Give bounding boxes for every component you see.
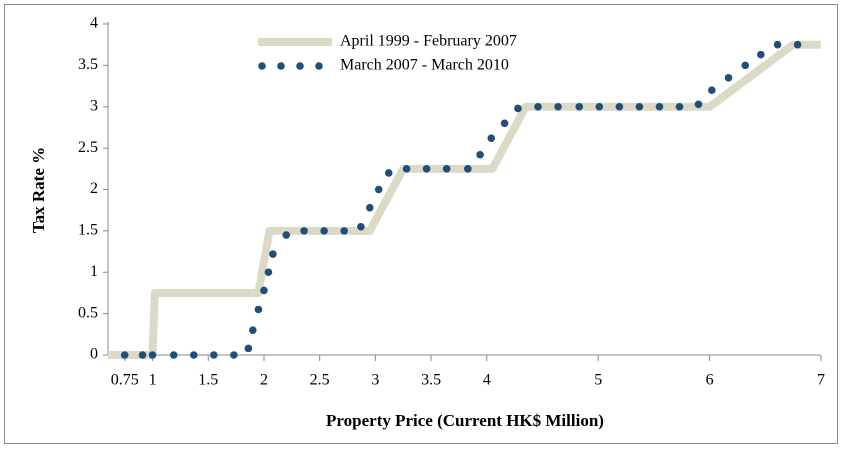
y-tick-label: 0.5 <box>78 304 98 321</box>
series-dot <box>169 351 178 359</box>
series-dot <box>708 86 716 94</box>
series-dot <box>675 102 684 111</box>
series-dot <box>402 165 411 173</box>
legend-swatch <box>258 62 266 70</box>
series-dot <box>374 185 383 194</box>
series-dot <box>575 102 584 111</box>
x-tick-label: 1 <box>149 372 157 389</box>
series-dot <box>635 102 644 111</box>
x-tick-label: 3.5 <box>421 372 441 389</box>
x-tick-label: 5 <box>594 372 602 389</box>
series-dot <box>269 250 277 258</box>
series-dot <box>464 165 472 173</box>
series-dot <box>757 50 765 59</box>
y-tick-label: 0 <box>90 346 98 363</box>
series-dot <box>282 231 291 239</box>
series-dot <box>487 134 496 142</box>
series-dot <box>384 169 393 177</box>
y-tick-label: 3 <box>90 97 98 114</box>
series-dot <box>249 326 257 334</box>
y-tick-label: 3.5 <box>78 56 98 73</box>
series-dot <box>300 227 308 235</box>
y-tick-label: 1.5 <box>78 222 98 239</box>
x-tick-label: 0.75 <box>111 372 139 389</box>
series-dot <box>210 351 218 359</box>
series-dot <box>655 102 664 111</box>
series-dot <box>741 61 750 70</box>
x-tick-label: 2 <box>260 372 268 389</box>
legend-swatch <box>277 62 285 70</box>
series-dot <box>230 351 238 359</box>
series-dot <box>422 165 431 173</box>
legend-label: March 2007 - March 2010 <box>340 57 509 74</box>
series-dot <box>615 102 624 111</box>
series-dot <box>340 227 348 235</box>
x-tick-label: 1.5 <box>198 372 218 389</box>
series-dot <box>554 102 562 111</box>
series-dot <box>773 40 782 49</box>
legend-swatch <box>296 62 304 70</box>
x-tick-label: 6 <box>706 372 714 389</box>
series-dot <box>264 268 273 277</box>
series-dot <box>260 286 268 295</box>
series-dot <box>120 351 129 359</box>
series-dot <box>514 104 522 113</box>
y-tick-label: 4 <box>90 15 98 32</box>
series-dot <box>476 150 484 159</box>
y-axis-title: Tax Rate % <box>29 147 48 233</box>
series-dot <box>442 165 451 173</box>
legend-label: April 1999 - February 2007 <box>340 33 517 50</box>
series-line <box>108 40 821 359</box>
series-dot <box>793 40 802 49</box>
series-dot <box>595 102 604 111</box>
series-dot <box>724 73 733 82</box>
series-dot <box>694 100 703 109</box>
series-dot <box>244 344 253 353</box>
y-tick-label: 2 <box>90 180 98 197</box>
x-tick-label: 3 <box>371 372 379 389</box>
x-axis-title: Property Price (Current HK$ Million) <box>326 411 604 430</box>
series-dot <box>500 119 509 128</box>
series-dot <box>320 227 328 235</box>
series-dot <box>534 102 542 111</box>
series-dot <box>254 305 263 314</box>
x-tick-label: 7 <box>817 372 825 389</box>
series-dot <box>366 203 374 212</box>
legend-swatch <box>315 62 323 70</box>
y-tick-label: 1 <box>90 263 98 280</box>
series-dot <box>148 351 157 359</box>
chart-frame <box>4 4 838 444</box>
series-dot <box>189 351 198 359</box>
series-dot <box>357 222 365 231</box>
x-tick-label: 4 <box>483 372 491 389</box>
y-tick-label: 2.5 <box>78 139 98 156</box>
x-tick-label: 2.5 <box>310 372 330 389</box>
series-dot <box>138 351 147 359</box>
